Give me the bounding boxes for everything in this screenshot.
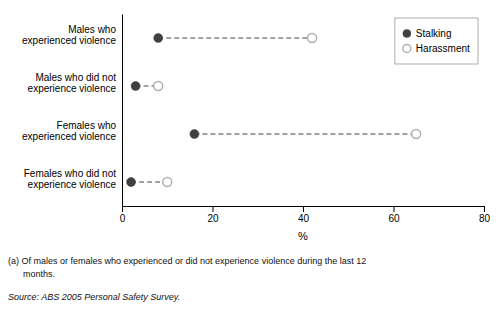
dot [127, 178, 136, 187]
dot [154, 82, 163, 91]
dot [131, 82, 140, 91]
x-tick: 40 [298, 206, 310, 224]
x-tick: 20 [207, 206, 219, 224]
x-tick-mark [122, 206, 123, 212]
dot [163, 178, 172, 187]
y-tick-label: Males whoexperienced violence [22, 24, 116, 46]
x-axis: 0 20 40 60 80 [120, 206, 491, 224]
connector [158, 38, 312, 39]
annotation: (a) Of males or females who experienced … [8, 256, 366, 266]
dot [412, 130, 421, 139]
y-tick-label: Females who did notexperience violence [24, 168, 117, 190]
y-tick: Males whoexperienced violence [22, 24, 116, 46]
x-tick-label: 80 [479, 213, 491, 224]
legend: Stalking Harassment [395, 18, 478, 64]
x-tick: 80 [479, 206, 491, 224]
legend-entry: Harassment [403, 43, 470, 54]
legend-entry: Stalking [403, 28, 452, 39]
legend-frame [395, 18, 478, 64]
chart: 020406080%Males whoexperienced violenceM… [0, 0, 498, 328]
y-tick: Females who did notexperience violence [24, 168, 117, 190]
x-axis-title: % [298, 230, 308, 242]
dot [190, 130, 199, 139]
legend-label: Stalking [416, 28, 452, 39]
x-tick-mark [303, 206, 304, 212]
x-tick-label: 60 [388, 213, 400, 224]
y-axis-line [122, 15, 123, 207]
connector [194, 134, 416, 135]
legend-label: Harassment [416, 43, 470, 54]
dot [308, 34, 317, 43]
x-tick-label: 20 [207, 213, 219, 224]
marks [127, 34, 421, 187]
x-axis-line [123, 207, 485, 213]
legend-symbol [403, 30, 411, 38]
annotation: months. [8, 269, 55, 279]
connector [131, 182, 167, 183]
y-tick: Females whoexperienced violence [22, 120, 116, 142]
y-tick: Males who did notexperience violence [28, 72, 117, 94]
y-tick-label: Females whoexperienced violence [22, 120, 116, 142]
x-tick-mark [484, 206, 485, 212]
legend-symbol [403, 45, 411, 53]
x-tick-label: 0 [120, 213, 126, 224]
y-tick-label: Males who did notexperience violence [28, 72, 117, 94]
x-tick-mark [394, 206, 395, 212]
y-axis: Males whoexperienced violence Males who d… [22, 15, 122, 207]
annotation: Source: ABS 2005 Personal Safety Survey. [8, 292, 180, 302]
x-tick: 60 [388, 206, 400, 224]
dot [154, 34, 163, 43]
x-tick-mark [213, 206, 214, 212]
x-tick: 0 [120, 206, 126, 224]
x-tick-label: 40 [298, 213, 310, 224]
